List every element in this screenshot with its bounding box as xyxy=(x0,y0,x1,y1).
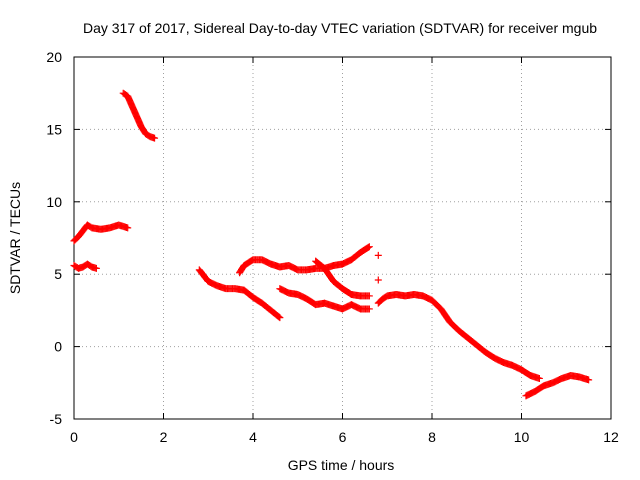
data-point xyxy=(124,224,132,232)
x-tick-label: 12 xyxy=(603,429,619,445)
y-tick-label: -5 xyxy=(50,411,63,427)
data-point xyxy=(365,292,373,300)
y-tick-label: 5 xyxy=(54,266,62,282)
axis-ticks: 0 2 4 6 8 10 12 -5 0 5 10 15 20 xyxy=(46,49,619,445)
data-points xyxy=(70,89,593,400)
y-axis-label: SDTVAR / TECUs xyxy=(7,182,23,294)
x-tick-label: 10 xyxy=(514,429,530,445)
grid-lines xyxy=(74,57,611,419)
x-tick-label: 4 xyxy=(249,429,257,445)
series-arc1 xyxy=(70,221,132,245)
data-point xyxy=(374,251,382,259)
data-point xyxy=(275,313,283,321)
data-point xyxy=(535,374,543,382)
data-point xyxy=(276,314,284,322)
series-arc7 xyxy=(312,257,373,300)
series-isolated xyxy=(374,251,382,284)
series-arc2 xyxy=(70,260,100,272)
data-point xyxy=(364,243,372,251)
x-tick-label: 8 xyxy=(428,429,436,445)
data-point xyxy=(585,376,593,384)
y-tick-label: 20 xyxy=(46,49,62,65)
x-tick-label: 0 xyxy=(70,429,78,445)
y-tick-label: 0 xyxy=(54,339,62,355)
series-arc6 xyxy=(276,285,373,313)
series-arc8 xyxy=(374,290,543,382)
x-axis-label: GPS time / hours xyxy=(288,457,395,473)
series-arc3 xyxy=(119,89,159,142)
series-arc9 xyxy=(522,372,593,400)
data-point xyxy=(374,276,382,284)
data-point xyxy=(365,305,373,313)
data-point xyxy=(92,264,100,272)
series-arc4 xyxy=(195,266,284,322)
x-tick-label: 2 xyxy=(160,429,168,445)
series-arc5 xyxy=(236,243,373,277)
x-tick-label: 6 xyxy=(339,429,347,445)
chart-title: Day 317 of 2017, Sidereal Day-to-day VTE… xyxy=(83,20,597,36)
data-point xyxy=(365,243,373,251)
y-tick-label: 10 xyxy=(46,194,62,210)
data-point xyxy=(151,134,159,142)
y-tick-label: 15 xyxy=(46,121,62,137)
